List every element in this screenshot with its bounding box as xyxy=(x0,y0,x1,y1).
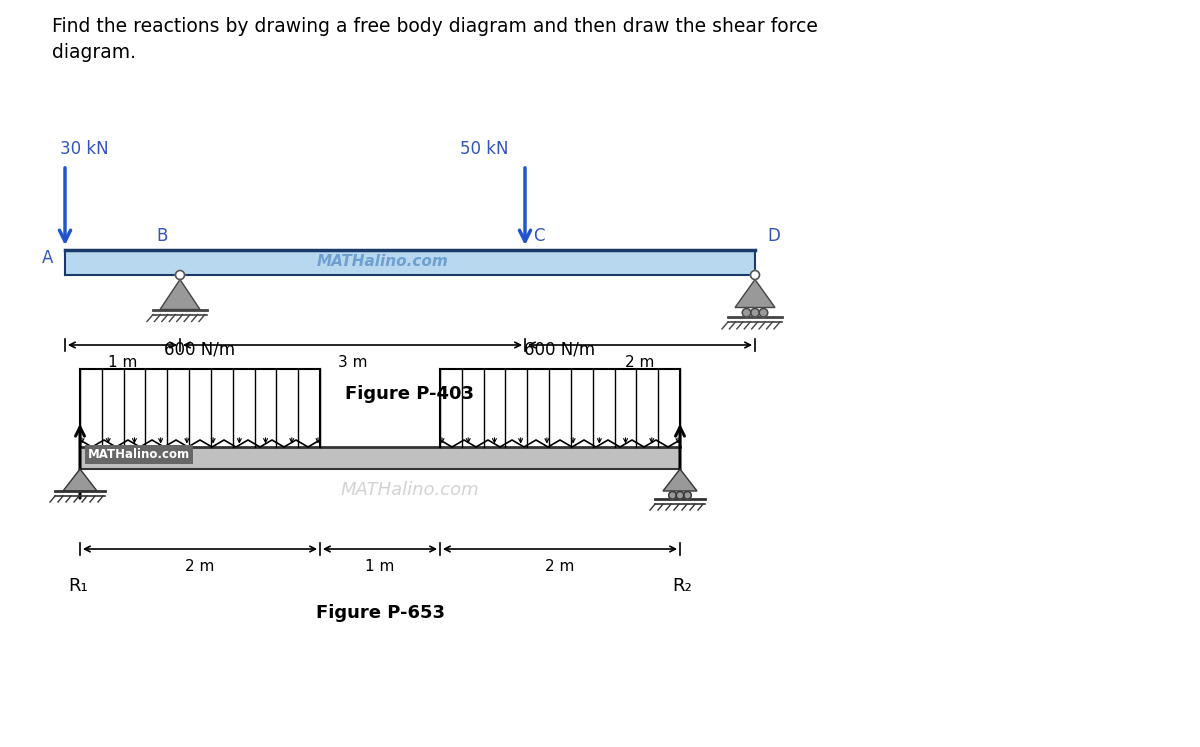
Text: Figure P-653: Figure P-653 xyxy=(316,604,444,622)
Circle shape xyxy=(677,492,684,499)
Text: 2 m: 2 m xyxy=(545,559,575,574)
Text: 600 N/m: 600 N/m xyxy=(164,341,235,359)
Polygon shape xyxy=(734,279,775,308)
Text: Figure P-403: Figure P-403 xyxy=(346,385,474,403)
Text: MATHalino.com: MATHalino.com xyxy=(341,481,479,499)
Circle shape xyxy=(750,270,760,279)
Text: 2 m: 2 m xyxy=(625,355,655,370)
Text: A: A xyxy=(42,249,53,267)
Circle shape xyxy=(668,492,677,499)
Text: MATHalino.com: MATHalino.com xyxy=(88,448,190,461)
Text: MATHalino.com: MATHalino.com xyxy=(317,254,449,269)
Circle shape xyxy=(760,309,768,317)
Text: Find the reactions by drawing a free body diagram and then draw the shear force
: Find the reactions by drawing a free bod… xyxy=(52,17,818,63)
Text: 2 m: 2 m xyxy=(185,559,215,574)
Text: R₂: R₂ xyxy=(672,577,692,595)
Bar xyxy=(65,250,755,275)
Text: 30 kN: 30 kN xyxy=(60,140,109,158)
Text: B: B xyxy=(157,227,168,245)
Text: D: D xyxy=(767,227,780,245)
Circle shape xyxy=(175,270,185,279)
Circle shape xyxy=(751,309,760,317)
Text: 600 N/m: 600 N/m xyxy=(524,341,595,359)
Circle shape xyxy=(743,309,751,317)
Text: R₁: R₁ xyxy=(68,577,88,595)
Bar xyxy=(80,447,680,469)
Text: 50 kN: 50 kN xyxy=(460,140,509,158)
Text: 3 m: 3 m xyxy=(337,355,367,370)
Text: 1 m: 1 m xyxy=(108,355,137,370)
Polygon shape xyxy=(64,469,97,491)
Text: 1 m: 1 m xyxy=(365,559,395,574)
Text: C: C xyxy=(533,227,545,245)
Polygon shape xyxy=(160,279,200,309)
Circle shape xyxy=(684,492,691,499)
Polygon shape xyxy=(662,469,697,491)
